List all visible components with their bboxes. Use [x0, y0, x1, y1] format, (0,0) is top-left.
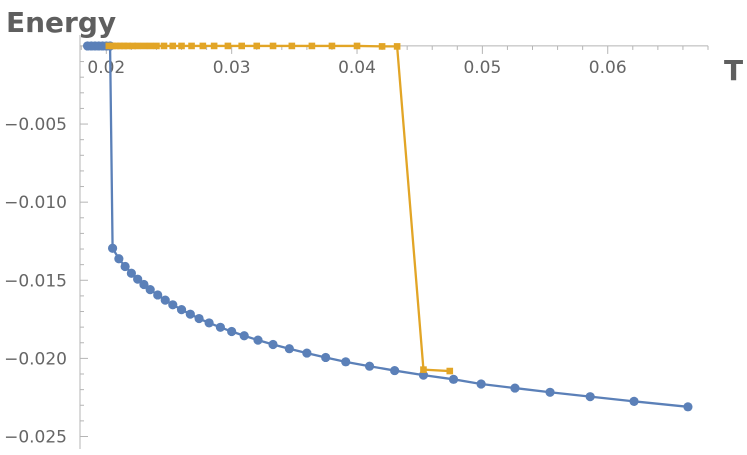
- x-tick-label: 0.05: [463, 58, 501, 78]
- y-tick-label: −0.010: [4, 193, 67, 213]
- data-point: [510, 383, 520, 393]
- data-point: [390, 365, 400, 376]
- data-point: [188, 42, 195, 50]
- y-tick-label: −0.025: [4, 428, 67, 448]
- data-point: [585, 392, 595, 402]
- data-point: [253, 335, 263, 345]
- data-point: [321, 352, 331, 363]
- data-point: [269, 42, 277, 50]
- data-point: [683, 402, 693, 412]
- data-point: [545, 387, 555, 397]
- data-point: [120, 261, 130, 272]
- data-point: [145, 285, 155, 295]
- data-point: [153, 290, 163, 300]
- data-point: [364, 361, 375, 371]
- data-point: [308, 42, 316, 50]
- data-point: [204, 318, 214, 328]
- data-point: [476, 379, 486, 389]
- data-point: [169, 42, 177, 50]
- data-point: [288, 42, 296, 50]
- series-2: [105, 42, 454, 375]
- data-point: [253, 42, 261, 50]
- data-point: [160, 42, 168, 50]
- series-1: [82, 41, 693, 412]
- data-point: [146, 42, 154, 50]
- x-tick-label: 0.04: [338, 58, 376, 78]
- data-point: [116, 42, 124, 50]
- data-point: [107, 243, 118, 253]
- x-tick-label: 0.02: [87, 58, 125, 78]
- data-point: [160, 295, 170, 305]
- data-point: [139, 279, 149, 290]
- data-point: [393, 43, 401, 50]
- data-point: [215, 322, 225, 332]
- data-point: [133, 274, 143, 284]
- y-axis-title: Energy: [6, 6, 116, 39]
- y-tick-label: −0.020: [4, 349, 67, 369]
- data-point: [210, 42, 218, 50]
- data-point: [227, 326, 237, 337]
- axes: [79, 35, 708, 449]
- data-point: [284, 344, 294, 354]
- data-point: [328, 42, 336, 50]
- data-point: [113, 42, 120, 50]
- data-point: [153, 42, 160, 50]
- data-point: [199, 42, 207, 50]
- series-2-line: [108, 44, 450, 373]
- data-point: [341, 357, 351, 367]
- data-point: [176, 305, 187, 315]
- data-point: [238, 42, 246, 50]
- series-layer: [82, 41, 693, 412]
- data-point: [378, 43, 386, 50]
- x-tick-label: 0.03: [213, 58, 251, 78]
- ticks: 0.02 0.03 0.04 0.05 0.06 −0.005 −0.010 −0.015 −0…: [4, 45, 709, 448]
- data-point: [140, 42, 148, 50]
- data-point: [114, 254, 124, 264]
- data-point: [629, 396, 639, 406]
- data-point: [420, 366, 427, 373]
- data-point: [129, 42, 136, 50]
- data-point: [168, 300, 178, 310]
- y-tick-label: −0.005: [4, 115, 67, 135]
- data-point: [353, 42, 361, 50]
- data-point: [268, 339, 278, 350]
- data-point: [224, 42, 232, 50]
- x-axis-title: T: [724, 54, 743, 87]
- data-point: [194, 313, 204, 324]
- data-point: [124, 42, 131, 50]
- series-1-line: [87, 44, 689, 408]
- data-point: [185, 309, 195, 319]
- data-point: [446, 367, 454, 375]
- data-point: [178, 42, 185, 50]
- x-tick-label: 0.06: [589, 58, 627, 78]
- data-point: [126, 268, 136, 278]
- data-point: [109, 42, 116, 50]
- y-tick-label: −0.015: [4, 271, 67, 291]
- data-point: [105, 42, 113, 50]
- data-point: [239, 331, 249, 341]
- data-point: [134, 42, 141, 50]
- data-point: [448, 374, 459, 384]
- data-point: [302, 348, 312, 358]
- data-point: [120, 42, 128, 50]
